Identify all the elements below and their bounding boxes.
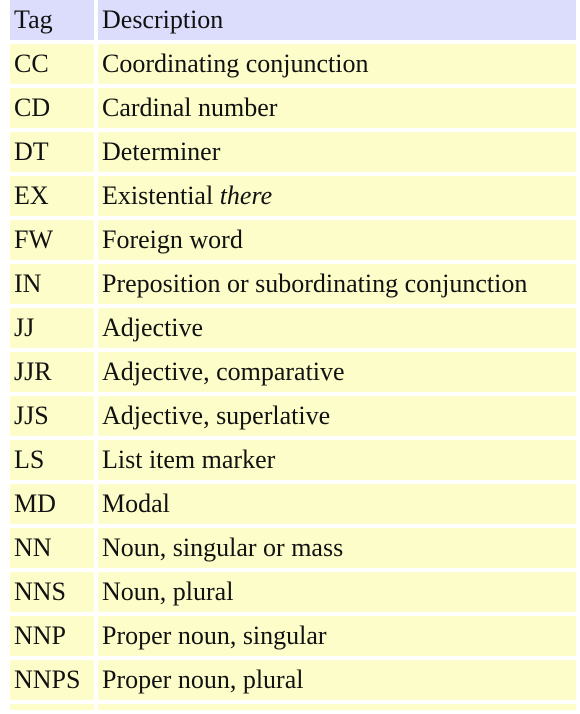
- tag-cell: NNS: [10, 572, 94, 612]
- pos-tag-table: Tag Description CC Coordinating conjuncti…: [6, 0, 580, 714]
- header-tag: Tag: [10, 0, 94, 40]
- description-text: Determiner: [102, 137, 221, 166]
- tag-cell: NNP: [10, 616, 94, 656]
- table-row: NNS Noun, plural: [10, 572, 576, 612]
- description-cell: Proper noun, singular: [98, 616, 576, 656]
- table-row: JJ Adjective: [10, 308, 576, 348]
- description-text: Adjective, superlative: [102, 401, 331, 430]
- tag-cell: CD: [10, 88, 94, 128]
- tag-cell: FW: [10, 220, 94, 260]
- description-text: Preposition or subordinating conjunction: [102, 269, 528, 298]
- tag-cell: IN: [10, 264, 94, 304]
- description-cell: Noun, plural: [98, 572, 576, 612]
- description-text: Adjective, comparative: [102, 357, 345, 386]
- table-row: JJR Adjective, comparative: [10, 352, 576, 392]
- tag-cell: JJS: [10, 396, 94, 436]
- description-text: Noun, plural: [102, 577, 234, 606]
- tag-cell: DT: [10, 132, 94, 172]
- table-row: NNP Proper noun, singular: [10, 616, 576, 656]
- tag-cell: NNPS: [10, 660, 94, 700]
- tag-cell: [10, 704, 94, 710]
- description-text: Proper noun, singular: [102, 621, 327, 650]
- description-text: Noun, singular or mass: [102, 533, 344, 562]
- table-body: CC Coordinating conjunction CD Cardinal num…: [10, 44, 576, 710]
- tag-cell: EX: [10, 176, 94, 216]
- description-italic-text: there: [219, 181, 273, 210]
- table-row: IN Preposition or subordinating conjuncti…: [10, 264, 576, 304]
- description-cell: Proper noun, plural: [98, 660, 576, 700]
- table-row: MD Modal: [10, 484, 576, 524]
- description-text: Modal: [102, 489, 170, 518]
- description-text: Cardinal number: [102, 93, 278, 122]
- table-row: CD Cardinal number: [10, 88, 576, 128]
- tag-cell: LS: [10, 440, 94, 480]
- description-text: Adjective: [102, 313, 204, 342]
- description-cell: Adjective, superlative: [98, 396, 576, 436]
- table-row: CC Coordinating conjunction: [10, 44, 576, 84]
- description-cell: [98, 704, 576, 710]
- description-cell: Adjective: [98, 308, 576, 348]
- description-text: Proper noun, plural: [102, 665, 304, 694]
- tag-cell: JJ: [10, 308, 94, 348]
- description-text: Coordinating conjunction: [102, 49, 369, 78]
- description-cell: Determiner: [98, 132, 576, 172]
- description-cell: Coordinating conjunction: [98, 44, 576, 84]
- description-text: List item marker: [102, 445, 276, 474]
- description-cell: Foreign word: [98, 220, 576, 260]
- tag-cell: CC: [10, 44, 94, 84]
- description-text: Foreign word: [102, 225, 243, 254]
- description-cell: Preposition or subordinating conjunction: [98, 264, 576, 304]
- table-row: NNPS Proper noun, plural: [10, 660, 576, 700]
- table-row: DT Determiner: [10, 132, 576, 172]
- description-cell: Modal: [98, 484, 576, 524]
- table-row: FW Foreign word: [10, 220, 576, 260]
- description-cell: List item marker: [98, 440, 576, 480]
- table-row-partial: [10, 704, 576, 710]
- table-row: LS List item marker: [10, 440, 576, 480]
- table-row: EX Existential there: [10, 176, 576, 216]
- description-cell: Adjective, comparative: [98, 352, 576, 392]
- description-cell: Cardinal number: [98, 88, 576, 128]
- table-header-row: Tag Description: [10, 0, 576, 40]
- description-cell: Noun, singular or mass: [98, 528, 576, 568]
- table-row: NN Noun, singular or mass: [10, 528, 576, 568]
- description-cell: Existential there: [98, 176, 576, 216]
- tag-cell: MD: [10, 484, 94, 524]
- tag-cell: NN: [10, 528, 94, 568]
- table-row: JJS Adjective, superlative: [10, 396, 576, 436]
- header-description: Description: [98, 0, 576, 40]
- tag-cell: JJR: [10, 352, 94, 392]
- description-text: Existential: [102, 181, 220, 210]
